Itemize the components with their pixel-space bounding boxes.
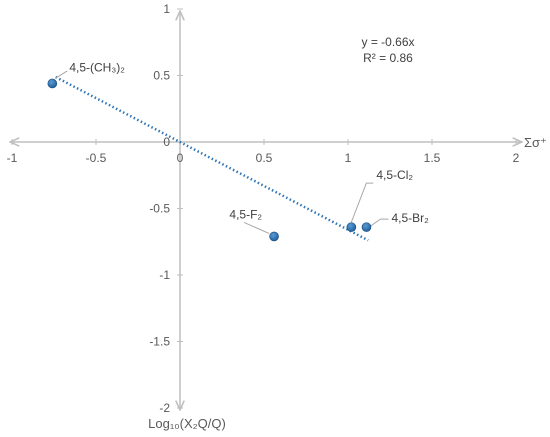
y-tick-label: 0 xyxy=(163,135,170,149)
x-axis-title: Σσ⁺ xyxy=(524,135,547,150)
data-points xyxy=(47,78,372,242)
x-ticks: -1 -0.5 0 0.5 1 1.5 2 xyxy=(7,139,520,165)
y-tick-label: -0.5 xyxy=(149,202,170,216)
point-labels: 4,5-(CH₃)₂ 4,5-F₂ 4,5-Cl₂ 4,5-Br₂ xyxy=(69,60,429,225)
y-axis-title: Log₁₀(X₂Q/Q) xyxy=(148,416,226,431)
point-label: 4,5-(CH₃)₂ xyxy=(69,60,125,74)
data-point xyxy=(346,222,357,232)
data-point xyxy=(269,231,279,242)
point-label-leader xyxy=(55,70,68,79)
trendline-equation: y = -0.66x xyxy=(361,35,414,49)
x-tick-label: 1 xyxy=(345,151,352,165)
x-tick-label: 0.5 xyxy=(256,151,273,165)
y-tick-label: -1 xyxy=(159,268,170,282)
y-tick-label: -1.5 xyxy=(149,335,170,349)
trendline xyxy=(55,75,369,242)
x-tick-label: -1 xyxy=(7,151,18,165)
x-tick-label: 1.5 xyxy=(424,151,441,165)
y-tick-label: -2 xyxy=(159,401,170,415)
x-tick-label: 2 xyxy=(513,151,520,165)
data-point xyxy=(361,222,372,232)
y-tick-label: 1 xyxy=(163,2,170,16)
x-tick-label: -0.5 xyxy=(86,151,107,165)
y-ticks: -2 -1.5 -1 -0.5 0 0.5 1 xyxy=(149,2,183,415)
point-label: 4,5-F₂ xyxy=(229,207,262,221)
data-point xyxy=(47,78,58,89)
point-label-leader xyxy=(350,182,374,223)
r-squared: R² = 0.86 xyxy=(363,51,413,65)
point-label-leader xyxy=(243,221,270,234)
point-label-leader xyxy=(370,218,389,227)
point-label: 4,5-Cl₂ xyxy=(376,168,413,182)
point-label: 4,5-Br₂ xyxy=(391,211,429,225)
y-tick-label: 0.5 xyxy=(153,69,170,83)
label-leaders xyxy=(55,70,389,234)
x-tick-label: 0 xyxy=(177,151,184,165)
